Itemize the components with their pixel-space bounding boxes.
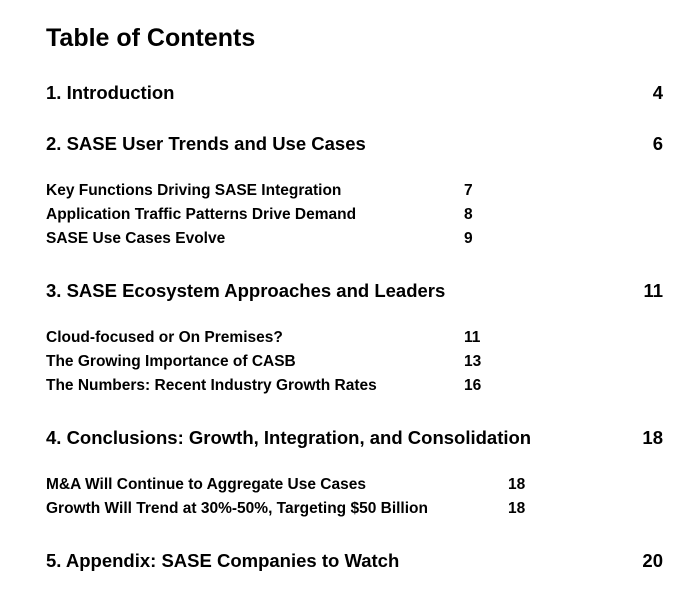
toc-subsection-3-3-page: 16: [464, 377, 482, 394]
toc-subsection-4-1-title: M&A Will Continue to Aggregate Use Cases: [46, 476, 366, 493]
toc-subsection-4-2-page: 18: [508, 500, 526, 517]
toc-subsection-2-3-page: 9: [464, 230, 473, 247]
toc-subsection-2-2-page: 8: [464, 206, 473, 223]
toc-section-2-title: 2. SASE User Trends and Use Cases: [46, 133, 366, 154]
toc-section-3-page: 11: [643, 280, 663, 301]
toc-subsection-2-1-page: 7: [464, 182, 473, 199]
toc-section-4-title: 4. Conclusions: Growth, Integration, and…: [46, 427, 532, 448]
toc-subsection-3-3-title: The Numbers: Recent Industry Growth Rate…: [46, 377, 377, 394]
toc-subsection-4-2-title: Growth Will Trend at 30%-50%, Targeting …: [46, 500, 428, 517]
toc-subsection-2-1-title: Key Functions Driving SASE Integration: [46, 182, 342, 199]
toc-section-4-page: 18: [642, 427, 663, 448]
toc-subsection-3-2-page: 13: [464, 353, 482, 370]
toc-subsection-3-1-page: 11: [464, 329, 481, 346]
toc-title: Table of Contents: [46, 24, 256, 52]
toc-subsection-3-1-title: Cloud-focused or On Premises?: [46, 329, 283, 346]
toc-subsection-3-2-title: The Growing Importance of CASB: [46, 353, 296, 370]
toc-section-3-title: 3. SASE Ecosystem Approaches and Leaders: [46, 280, 446, 301]
toc-subsection-2-3-title: SASE Use Cases Evolve: [46, 230, 226, 247]
toc-section-5-page: 20: [642, 550, 663, 571]
toc-section-1-page: 4: [652, 82, 663, 103]
toc-subsection-4-1-page: 18: [508, 476, 526, 493]
toc-subsection-2-2-title: Application Traffic Patterns Drive Deman…: [46, 206, 357, 223]
toc-section-5-title: 5. Appendix: SASE Companies to Watch: [46, 550, 400, 571]
toc-section-2-page: 6: [652, 133, 663, 154]
toc-section-1-title: 1. Introduction: [46, 82, 175, 103]
